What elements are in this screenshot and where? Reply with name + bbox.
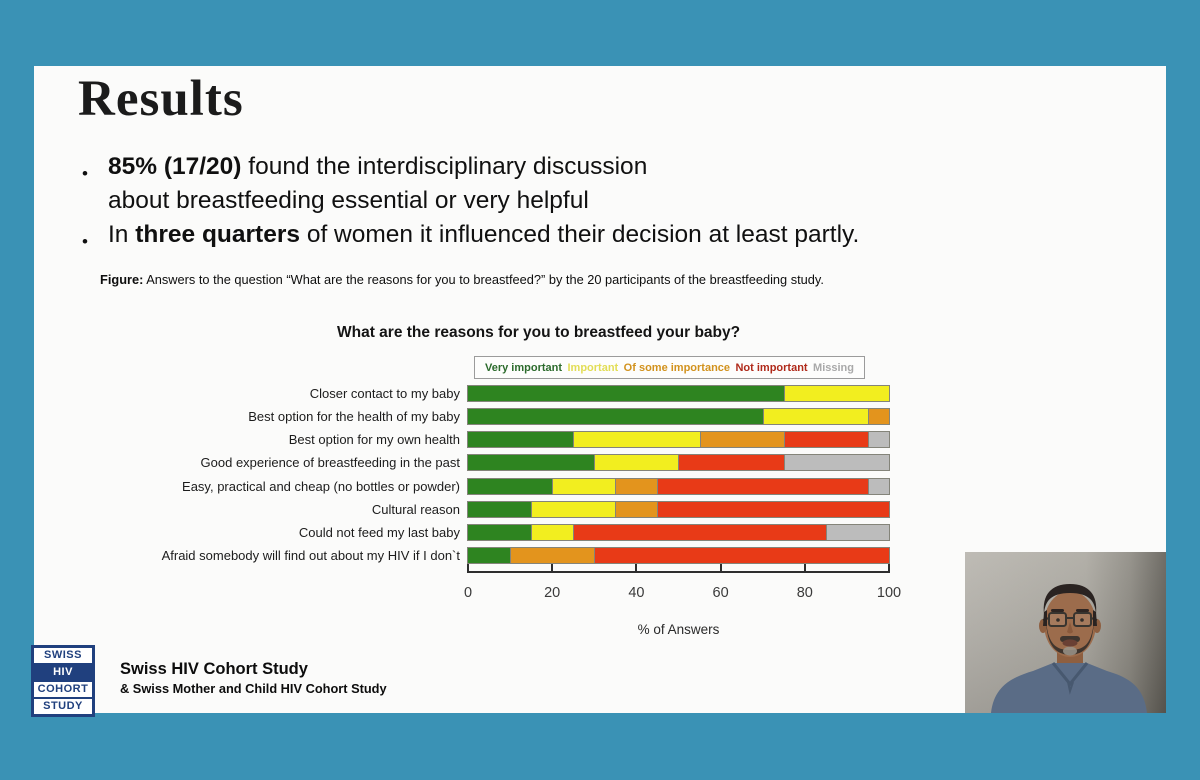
legend-item-very-important: Very important — [485, 361, 563, 374]
x-axis-tick — [719, 563, 722, 573]
bar-segment-important — [531, 525, 574, 540]
x-axis-tick-label: 60 — [712, 585, 729, 601]
stacked-bar — [467, 454, 890, 471]
x-axis-tick-label: 20 — [544, 585, 561, 601]
bar-segment-very-important — [468, 479, 553, 494]
x-axis-tick — [551, 563, 554, 573]
stacked-bar — [467, 547, 890, 564]
bar-category-label: Cultural reason — [371, 502, 460, 517]
stacked-bar — [467, 408, 890, 425]
bar-segment-very-important — [468, 409, 763, 424]
bar-segment-of-some-importance — [615, 479, 658, 494]
logo-line: COHORT — [34, 680, 92, 697]
bar-segment-very-important — [468, 455, 595, 470]
bar-segment-not-important — [657, 479, 868, 494]
chart-title: What are the reasons for you to breastfe… — [337, 324, 741, 341]
x-axis-tick-label: 80 — [796, 585, 813, 601]
bar-segment-not-important — [678, 455, 784, 470]
x-axis-tick — [467, 563, 469, 573]
logo-line: STUDY — [34, 697, 92, 714]
bar-category-label: Best option for my own health — [288, 432, 460, 447]
logo-line: SWISS — [44, 649, 82, 661]
bar-segment-of-some-importance — [510, 548, 595, 563]
x-axis-line — [467, 571, 890, 573]
bar-segment-not-important — [594, 548, 889, 563]
legend-item-not-important: Not important — [735, 361, 808, 374]
bullet-icon: • — [82, 232, 88, 251]
slide-title: Results — [78, 71, 244, 127]
legend-item-missing: Missing — [813, 361, 854, 374]
legend-item-of-some-importance: Of some importance — [623, 361, 731, 374]
x-axis-tick-label: 40 — [628, 585, 645, 601]
stacked-bar — [467, 478, 890, 495]
bar-segment-important — [783, 386, 889, 401]
bar-segment-of-some-importance — [699, 432, 784, 447]
bar-segment-not-important — [657, 502, 889, 517]
bar-segment-important — [573, 432, 700, 447]
slide: Results • 85% (17/20) found the interdis… — [31, 66, 1166, 717]
stacked-bar — [467, 385, 890, 402]
bullet-item: • 85% (17/20) found the interdisciplinar… — [82, 150, 1102, 218]
bullet-text: 85% (17/20) found the interdisciplinary … — [108, 153, 648, 214]
stacked-bar — [467, 501, 890, 518]
logo-line: HIV — [34, 663, 92, 680]
stacked-bar — [467, 524, 890, 541]
bar-segment-important — [762, 409, 868, 424]
bar-segment-of-some-importance — [615, 502, 658, 517]
x-axis-tick — [803, 563, 806, 573]
schs-logo: SWISS HIV COHORT STUDY — [31, 645, 95, 717]
bar-segment-very-important — [468, 525, 532, 540]
bar-segment-not-important — [783, 432, 868, 447]
x-axis-tick — [635, 563, 638, 573]
x-axis — [467, 563, 890, 573]
webcam-overlay — [965, 552, 1166, 713]
bar-segment-very-important — [468, 386, 784, 401]
legend-item-important: Important — [567, 361, 619, 374]
x-axis-tick-label: 100 — [876, 585, 902, 601]
bullet-icon: • — [82, 164, 88, 183]
bar-segment-missing — [825, 525, 889, 540]
bar-category-label: Could not feed my last baby — [298, 525, 460, 540]
figure-caption: Figure: Answers to the question “What ar… — [100, 272, 824, 287]
bar-segment-very-important — [468, 502, 532, 517]
footer-sub-name: & Swiss Mother and Child HIV Cohort Stud… — [120, 681, 387, 696]
bar-segment-important — [552, 479, 616, 494]
bar-segment-very-important — [468, 548, 511, 563]
bullet-list: • 85% (17/20) found the interdisciplinar… — [82, 150, 1102, 259]
bar-category-label: Easy, practical and cheap (no bottles or… — [182, 479, 460, 494]
bullet-text: In three quarters of women it influenced… — [108, 221, 860, 248]
chart-legend: Very important Important Of some importanc… — [474, 356, 865, 379]
bullet-item: • In three quarters of women it influenc… — [82, 218, 1102, 259]
x-axis-label: % of Answers — [637, 622, 720, 637]
bar-segment-important — [531, 502, 616, 517]
bar-segment-of-some-importance — [867, 409, 889, 424]
presenter-video — [965, 552, 1166, 713]
bar-segment-missing — [783, 455, 889, 470]
bar-segment-not-important — [573, 525, 826, 540]
bar-category-label: Afraid somebody will find out about my H… — [161, 548, 460, 563]
bar-category-label: Best option for the health of my baby — [248, 409, 460, 424]
bar-segment-missing — [867, 432, 889, 447]
bar-segment-important — [594, 455, 679, 470]
x-axis-tick-label: 0 — [463, 585, 473, 601]
x-axis-tick — [888, 563, 890, 573]
bar-category-label: Closer contact to my baby — [309, 386, 460, 401]
stacked-bar — [467, 431, 890, 448]
bar-category-label: Good experience of breastfeeding in the … — [200, 455, 460, 470]
bar-segment-very-important — [468, 432, 574, 447]
footer-org-name: Swiss HIV Cohort Study — [120, 660, 308, 678]
bar-segment-missing — [867, 479, 889, 494]
